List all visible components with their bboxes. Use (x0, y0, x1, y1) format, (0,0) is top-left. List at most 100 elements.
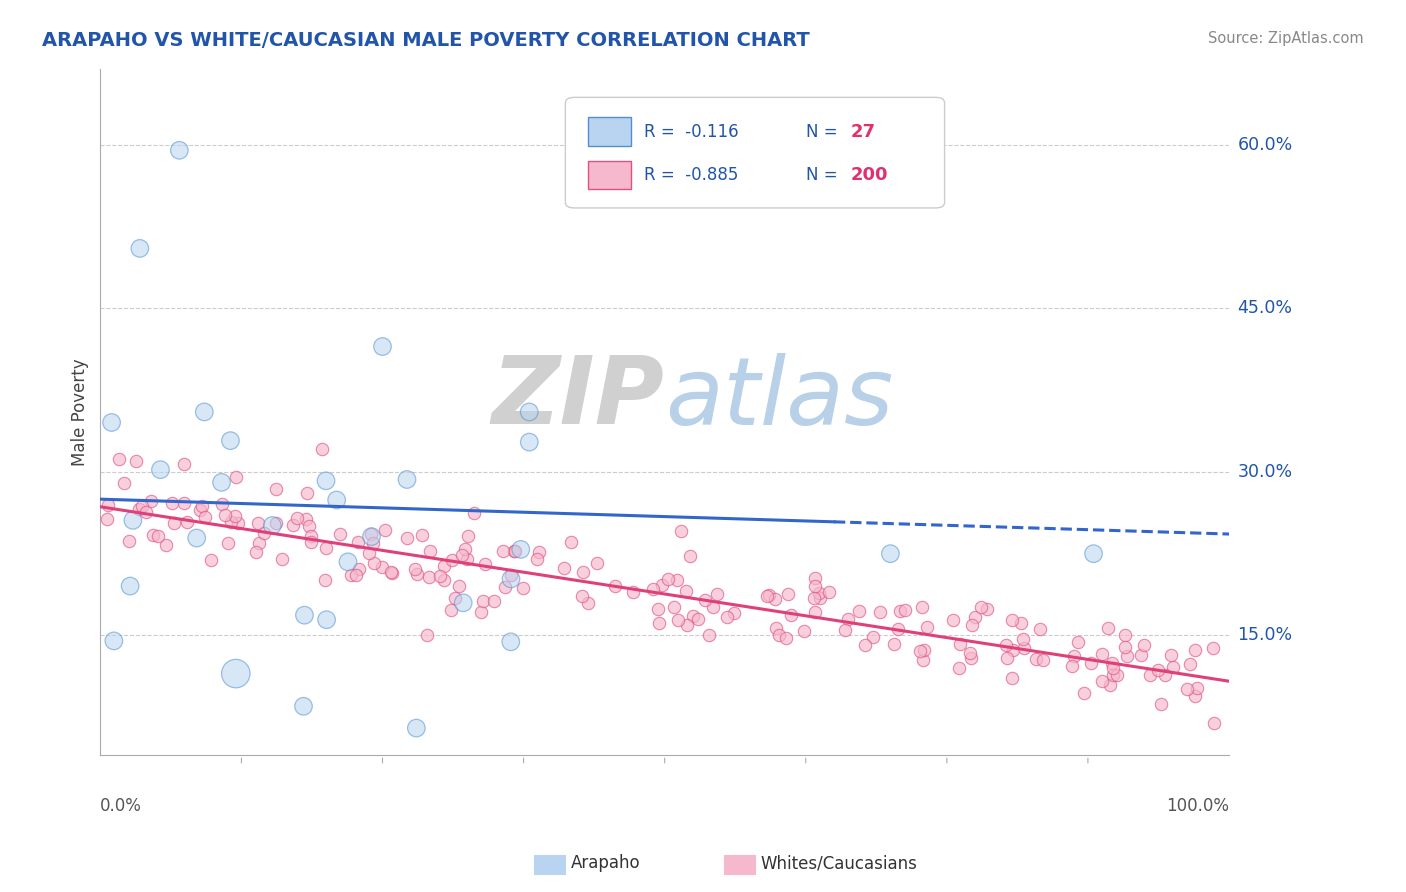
Point (780, 608, 803, 623)
Point (499, 568, 522, 582)
Point (1204, 715, 1226, 730)
Point (1180, 657, 1202, 671)
Point (669, 524, 692, 539)
Point (1012, 640, 1035, 655)
Point (193, 405, 215, 419)
Point (484, 594, 506, 608)
Point (526, 552, 548, 566)
Point (1175, 681, 1198, 696)
Point (765, 621, 787, 635)
Point (160, 496, 183, 510)
Point (188, 503, 211, 517)
Point (336, 555, 359, 569)
Point (217, 536, 239, 550)
Point (837, 612, 859, 626)
Point (395, 473, 418, 487)
Point (499, 572, 522, 586)
Point (894, 603, 917, 617)
Point (299, 529, 322, 543)
Point (949, 638, 972, 652)
Point (451, 548, 474, 562)
Point (1160, 648, 1182, 663)
Point (1114, 640, 1136, 655)
Point (716, 610, 738, 624)
Point (128, 241, 150, 255)
Point (155, 539, 177, 553)
Point (440, 602, 463, 616)
Point (908, 643, 931, 657)
Point (456, 552, 478, 566)
Point (246, 516, 269, 530)
Point (433, 558, 456, 573)
Point (128, 501, 150, 516)
Point (887, 622, 910, 636)
Point (347, 562, 370, 576)
Point (219, 515, 242, 529)
Point (576, 597, 599, 611)
Point (965, 609, 987, 624)
Text: 100.0%: 100.0% (1166, 797, 1229, 814)
Point (325, 493, 347, 508)
Point (224, 508, 246, 523)
Point (697, 628, 720, 642)
Text: Arapaho: Arapaho (571, 855, 641, 872)
Point (314, 573, 336, 587)
Point (512, 582, 534, 596)
Point (959, 646, 981, 660)
Point (294, 512, 316, 526)
Point (297, 486, 319, 500)
Point (176, 515, 198, 529)
Point (371, 339, 394, 353)
Point (449, 579, 471, 593)
Point (572, 565, 595, 579)
Point (416, 628, 439, 642)
Point (173, 496, 195, 510)
Point (688, 612, 710, 626)
Point (1102, 661, 1125, 675)
Point (848, 604, 870, 618)
Point (834, 623, 856, 637)
Point (499, 635, 522, 649)
Text: Whites/Caucasians: Whites/Caucasians (761, 855, 918, 872)
Text: 30.0%: 30.0% (1237, 463, 1292, 481)
Point (211, 475, 233, 490)
Point (433, 573, 456, 587)
Point (948, 661, 970, 675)
Point (373, 524, 395, 538)
Point (1115, 649, 1137, 664)
Point (803, 591, 825, 605)
Point (292, 699, 315, 714)
Point (509, 542, 531, 557)
Point (315, 541, 337, 555)
Text: R =  -0.116: R = -0.116 (644, 123, 740, 141)
Point (527, 544, 550, 558)
Text: ZIP: ZIP (492, 352, 665, 444)
Point (247, 536, 270, 550)
Point (363, 536, 385, 550)
Point (1063, 649, 1085, 664)
Point (641, 582, 664, 597)
Point (200, 553, 222, 567)
Text: 45.0%: 45.0% (1237, 300, 1292, 318)
Point (1010, 615, 1032, 630)
Point (603, 579, 626, 593)
Point (108, 452, 131, 467)
Point (271, 552, 294, 566)
Point (344, 568, 367, 582)
Text: 0.0%: 0.0% (100, 797, 142, 814)
Point (311, 442, 333, 456)
Point (647, 601, 669, 615)
Point (211, 497, 233, 511)
Y-axis label: Male Poverty: Male Poverty (72, 358, 89, 466)
Point (1184, 689, 1206, 703)
Point (869, 605, 891, 619)
Point (621, 585, 644, 599)
Point (853, 638, 876, 652)
Point (889, 604, 911, 618)
Point (817, 584, 839, 599)
Point (315, 613, 337, 627)
Point (1101, 656, 1123, 670)
Point (285, 511, 308, 525)
Point (879, 547, 901, 561)
Point (1139, 668, 1161, 682)
